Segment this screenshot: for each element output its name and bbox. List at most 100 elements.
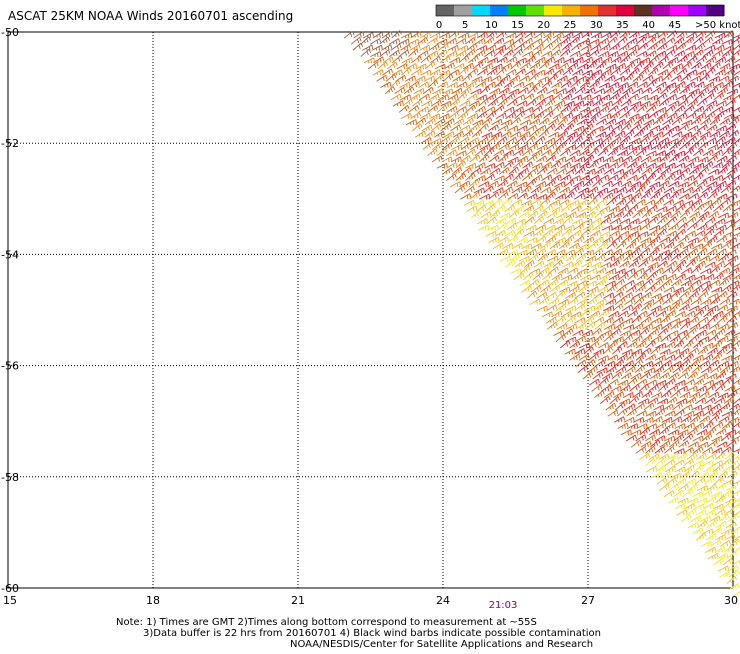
wind-barb <box>556 304 566 311</box>
wind-barb <box>669 484 679 490</box>
wind-barb <box>609 274 619 279</box>
wind-barb <box>562 94 572 100</box>
wind-barb <box>498 180 508 187</box>
wind-barb <box>501 63 511 69</box>
wind-barb <box>393 101 403 107</box>
wind-barb <box>565 306 575 311</box>
wind-barb <box>420 70 430 75</box>
wind-barb <box>525 56 535 63</box>
wind-barb <box>714 558 724 565</box>
wind-barb <box>581 45 591 51</box>
wind-barb <box>625 298 635 304</box>
wind-barb <box>606 64 616 69</box>
wind-barb <box>645 446 655 453</box>
wind-barb <box>640 224 650 231</box>
wind-barb <box>525 217 535 224</box>
wind-barb <box>664 242 674 249</box>
wind-barb <box>588 187 598 193</box>
wind-barb <box>424 76 434 81</box>
wind-barb <box>389 39 399 45</box>
wind-barb <box>591 218 601 224</box>
wind-barb <box>661 255 671 262</box>
wind-barb <box>692 244 702 249</box>
wind-barb <box>632 304 642 311</box>
wind-barb <box>543 43 553 50</box>
wind-barb <box>715 535 725 541</box>
wind-barb <box>570 150 580 156</box>
wind-barb <box>725 137 735 143</box>
wind-barb <box>502 243 512 249</box>
wind-barb <box>691 405 701 410</box>
wind-barb <box>618 273 628 280</box>
wind-barb <box>692 366 702 373</box>
wind-barb <box>527 238 537 243</box>
wind-barb <box>610 218 620 224</box>
wind-barb <box>467 113 477 118</box>
wind-barb <box>607 285 617 292</box>
wind-barb <box>651 392 661 397</box>
wind-barb <box>734 136 740 143</box>
wind-barb <box>729 570 739 577</box>
legend-label: 0 <box>436 20 442 31</box>
wind-barb <box>694 379 704 386</box>
wind-barb <box>526 125 536 131</box>
wind-barb <box>362 45 372 50</box>
wind-barb <box>647 80 657 87</box>
wind-barb <box>627 38 637 44</box>
wind-barb <box>639 384 649 391</box>
legend-label: 35 <box>616 20 629 31</box>
wind-barb <box>530 299 540 304</box>
wind-barb <box>719 417 729 423</box>
wind-barb <box>690 416 700 423</box>
wind-barb <box>613 304 623 311</box>
wind-barb <box>647 230 657 236</box>
wind-barb <box>622 349 632 354</box>
wind-barb <box>680 392 690 397</box>
wind-barb <box>602 181 612 187</box>
wind-barb <box>458 112 468 119</box>
wind-barb <box>663 199 673 205</box>
wind-barb <box>713 504 723 509</box>
wind-barb <box>709 211 719 218</box>
wind-barb <box>704 229 714 236</box>
wind-barb <box>514 229 524 236</box>
wind-barb <box>696 56 706 63</box>
wind-barb <box>516 136 526 143</box>
wind-barb <box>606 119 616 125</box>
wind-barb <box>567 132 577 138</box>
wind-barb <box>404 87 414 94</box>
wind-barb <box>565 292 575 298</box>
wind-barb <box>665 150 675 156</box>
wind-barb <box>550 242 560 249</box>
wind-barb <box>584 292 594 298</box>
wind-barb <box>600 232 610 237</box>
wind-barb <box>557 213 567 218</box>
wind-barb <box>457 46 467 51</box>
wind-barb <box>684 459 694 466</box>
wind-barb <box>471 89 481 94</box>
wind-barb <box>705 112 715 119</box>
legend-swatch <box>436 5 455 16</box>
wind-barb <box>462 74 472 82</box>
wind-barb <box>719 76 729 81</box>
wind-barb <box>409 106 419 113</box>
wind-barb <box>722 356 732 361</box>
wind-barb <box>698 347 708 354</box>
wind-barb <box>475 38 485 44</box>
wind-barb <box>625 198 635 205</box>
wind-barb <box>709 415 719 422</box>
wind-barb <box>612 100 622 107</box>
wind-barb <box>712 162 722 168</box>
wind-barb <box>665 460 675 466</box>
wind-barb <box>733 206 740 211</box>
wind-barb <box>723 95 733 100</box>
wind-barb <box>517 193 527 199</box>
wind-barb <box>714 230 724 237</box>
wind-barb <box>593 157 603 162</box>
wind-barb <box>717 316 727 323</box>
wind-barb <box>674 341 684 348</box>
wind-barb <box>548 280 558 287</box>
wind-barb <box>646 411 656 416</box>
